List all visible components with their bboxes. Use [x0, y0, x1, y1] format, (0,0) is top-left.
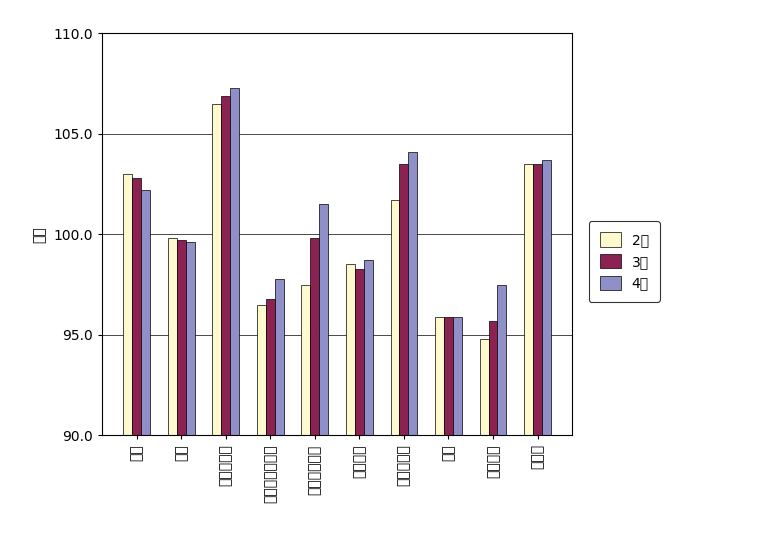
Bar — [480, 339, 488, 558]
Bar — [141, 190, 150, 558]
Bar — [400, 164, 408, 558]
Bar — [257, 305, 266, 558]
Bar — [221, 96, 230, 558]
Bar — [453, 317, 462, 558]
Bar — [390, 200, 400, 558]
Bar — [266, 299, 274, 558]
Bar — [444, 317, 453, 558]
Bar — [488, 321, 498, 558]
Bar — [176, 240, 186, 558]
Bar — [186, 242, 194, 558]
Bar — [319, 204, 328, 558]
Bar — [302, 285, 310, 558]
Bar — [123, 174, 132, 558]
Bar — [408, 152, 417, 558]
Bar — [310, 238, 319, 558]
Bar — [435, 317, 444, 558]
Y-axis label: 指数: 指数 — [32, 226, 46, 243]
Bar — [364, 261, 372, 558]
Bar — [524, 164, 533, 558]
Legend: 2月, 3月, 4月: 2月, 3月, 4月 — [589, 221, 660, 302]
Bar — [498, 285, 506, 558]
Bar — [168, 238, 176, 558]
Bar — [533, 164, 542, 558]
Bar — [212, 104, 221, 558]
Bar — [132, 178, 141, 558]
Bar — [355, 268, 364, 558]
Bar — [346, 264, 355, 558]
Bar — [230, 88, 239, 558]
Bar — [542, 160, 551, 558]
Bar — [274, 278, 284, 558]
